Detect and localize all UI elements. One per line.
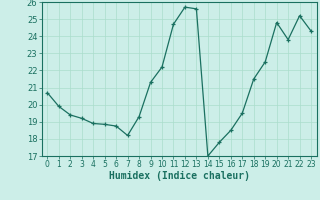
X-axis label: Humidex (Indice chaleur): Humidex (Indice chaleur): [109, 171, 250, 181]
